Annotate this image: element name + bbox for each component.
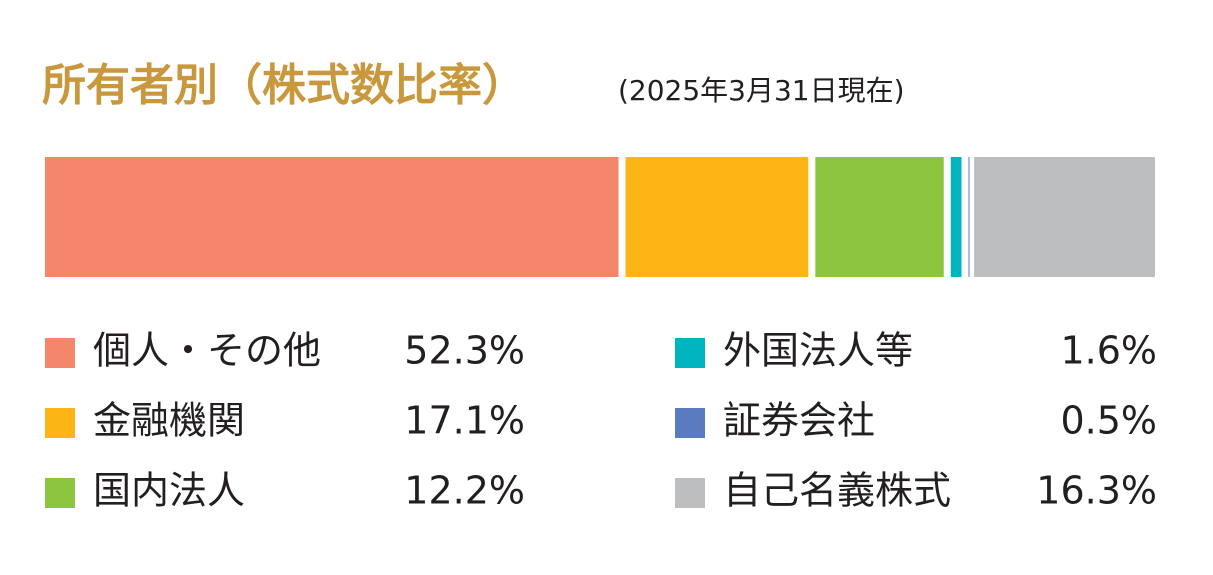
value-label: 0.5% <box>1060 399 1157 443</box>
chart-subtitle: (2025年3月31日現在) <box>618 74 905 107</box>
legend-label: 国内法人 <box>93 469 245 513</box>
value-label: 1.6% <box>1060 329 1157 373</box>
bar-segment <box>45 157 619 277</box>
legend-swatch <box>45 478 75 508</box>
legend-swatch <box>45 338 75 368</box>
legend-label: 自己名義株式 <box>723 469 951 513</box>
value-label: 16.3% <box>1036 469 1157 513</box>
chart-title: 所有者別（株式数比率） <box>42 60 526 111</box>
legend-label: 証券会社 <box>723 399 875 443</box>
value-label: 17.1% <box>404 399 525 443</box>
bar-segment <box>625 157 809 277</box>
legend-label: 金融機関 <box>93 399 245 443</box>
legend-swatch <box>675 408 705 438</box>
bar-segment <box>968 157 970 277</box>
legend-swatch <box>45 408 75 438</box>
legend-swatch <box>675 338 705 368</box>
legend-label: 個人・その他 <box>93 329 321 373</box>
bar-segment <box>950 157 962 277</box>
bar-segment <box>974 157 1155 277</box>
legend-label: 外国法人等 <box>723 329 913 373</box>
legend-swatch <box>675 478 705 508</box>
bar-segment <box>815 157 944 277</box>
value-label: 52.3% <box>404 329 525 373</box>
value-label: 12.2% <box>404 469 525 513</box>
